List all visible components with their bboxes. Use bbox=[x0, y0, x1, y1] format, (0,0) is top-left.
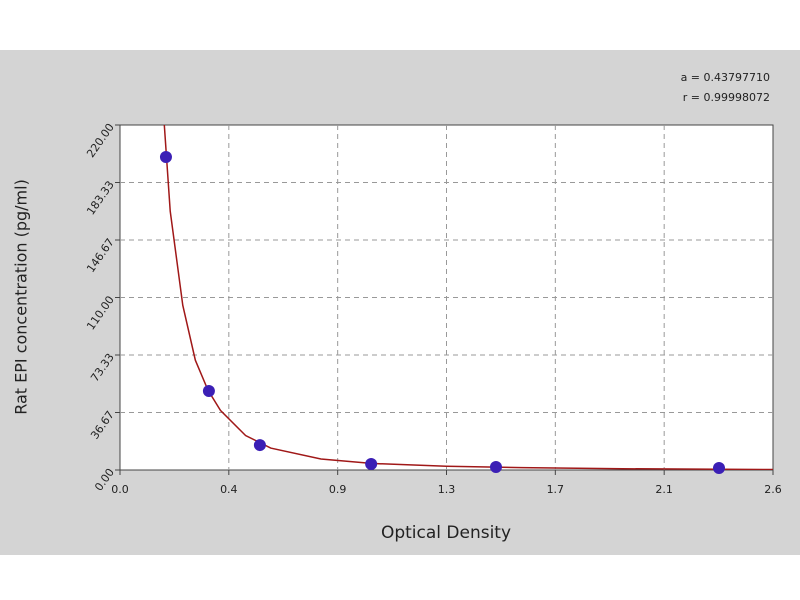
data-point bbox=[489, 461, 502, 474]
x-tick-label: 2.6 bbox=[764, 483, 782, 496]
data-point bbox=[253, 439, 266, 452]
x-tick-label: 0.4 bbox=[220, 483, 238, 496]
y-axis-label: Rat EPI concentration (pg/ml) bbox=[12, 179, 31, 415]
x-tick-label: 2.1 bbox=[655, 483, 673, 496]
annotation: r = 0.99998072 bbox=[683, 91, 770, 104]
x-tick-label: 0.9 bbox=[329, 483, 347, 496]
data-point bbox=[713, 461, 726, 474]
x-tick-label: 1.3 bbox=[438, 483, 456, 496]
data-point bbox=[202, 384, 215, 397]
annotation: a = 0.43797710 bbox=[681, 71, 770, 84]
x-tick-label: 0.0 bbox=[111, 483, 129, 496]
x-axis-label: Optical Density bbox=[381, 523, 511, 543]
x-tick-label: 1.7 bbox=[547, 483, 565, 496]
data-point bbox=[159, 150, 172, 163]
data-point bbox=[365, 458, 378, 471]
